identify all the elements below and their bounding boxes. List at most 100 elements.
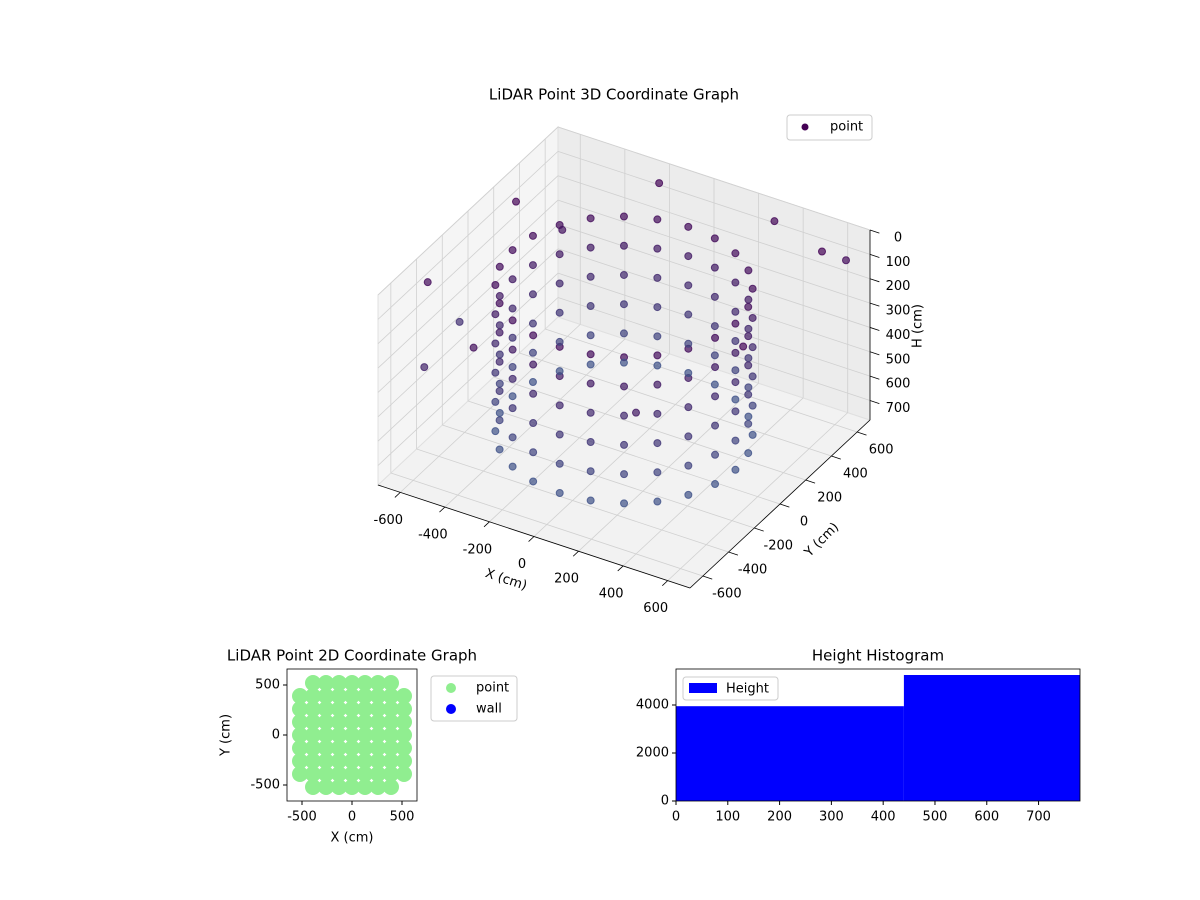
point: [731, 378, 740, 387]
point: [508, 333, 517, 342]
point: [305, 766, 321, 782]
point: [370, 779, 386, 795]
point: [305, 701, 321, 717]
legend-marker: [689, 683, 717, 693]
point: [744, 361, 753, 370]
tick-mark: [779, 503, 790, 508]
grid-line: [377, 272, 559, 442]
y-tick-label: 4000: [636, 698, 669, 713]
point: [739, 342, 748, 351]
grid-line: [377, 248, 559, 418]
tick-mark: [662, 580, 668, 586]
x-tick-label: 0: [672, 810, 680, 825]
point: [731, 249, 740, 258]
point: [731, 278, 740, 287]
point: [370, 740, 386, 756]
y-tick-label: 0: [272, 728, 280, 743]
z-tick-label: 600: [886, 377, 911, 392]
z-axis-label: H (cm): [911, 304, 926, 348]
point: [555, 401, 564, 410]
point: [731, 366, 740, 375]
point: [711, 450, 720, 459]
x-tick-label: 700: [1026, 810, 1051, 825]
point: [555, 337, 564, 346]
point: [318, 740, 334, 756]
tick-mark: [439, 506, 446, 513]
point: [684, 432, 693, 441]
point: [383, 675, 399, 691]
point: [495, 262, 504, 271]
tick-mark: [869, 351, 880, 356]
tick-mark: [572, 550, 579, 557]
point: [508, 462, 517, 471]
x-tick-label: -200: [463, 542, 493, 557]
point: [710, 292, 719, 301]
point: [357, 779, 373, 795]
point: [344, 675, 360, 691]
point: [731, 307, 740, 316]
point: [744, 302, 753, 311]
point: [495, 408, 504, 417]
x-tick-label: -400: [418, 528, 448, 543]
x-axis-label: X (cm): [331, 831, 374, 846]
point: [710, 263, 719, 272]
axes-frame: [675, 668, 1081, 802]
point: [508, 374, 517, 383]
grid-line: [377, 126, 559, 296]
point: [529, 389, 538, 398]
tick-mark: [869, 278, 880, 283]
point: [508, 316, 517, 325]
point: [508, 392, 517, 401]
grid-line: [545, 328, 858, 433]
point: [528, 261, 537, 270]
grid-line: [377, 199, 559, 369]
point: [528, 290, 537, 299]
point: [744, 332, 753, 341]
point: [842, 256, 850, 265]
point: [529, 331, 538, 340]
tick-mark: [869, 375, 880, 380]
point: [491, 310, 500, 319]
point: [744, 354, 753, 363]
point: [491, 339, 500, 348]
point: [396, 740, 412, 756]
point: [711, 333, 720, 342]
point: [586, 302, 595, 311]
tick-mark: [394, 492, 401, 498]
point: [508, 433, 517, 442]
point: [357, 740, 373, 756]
x-tick-label: -500: [287, 810, 317, 825]
point: [423, 278, 432, 287]
grid-line: [377, 297, 559, 466]
point: [495, 416, 504, 425]
point: [396, 701, 412, 717]
grid-line: [557, 224, 871, 328]
point: [711, 421, 720, 430]
point: [491, 281, 500, 290]
point: [818, 247, 826, 256]
x-tick-label: 100: [715, 810, 740, 825]
point: [731, 348, 740, 357]
point: [744, 295, 753, 304]
point: [305, 714, 321, 730]
point: [586, 272, 595, 281]
point: [495, 350, 504, 359]
point: [731, 465, 740, 474]
point: [748, 430, 757, 439]
point: [731, 436, 740, 445]
point: [357, 688, 373, 704]
legend-box: [682, 676, 779, 701]
point: [748, 313, 757, 322]
point: [383, 727, 399, 743]
z-tick-label: 200: [886, 279, 911, 294]
point: [305, 688, 321, 704]
chart-title: LiDAR Point 2D Coordinate Graph: [227, 647, 477, 665]
point: [469, 343, 478, 352]
tick-mark: [869, 229, 880, 234]
point: [744, 266, 753, 275]
point: [331, 688, 347, 704]
point: [396, 766, 412, 782]
point: [748, 372, 757, 381]
point: [529, 477, 538, 486]
point: [744, 419, 753, 428]
